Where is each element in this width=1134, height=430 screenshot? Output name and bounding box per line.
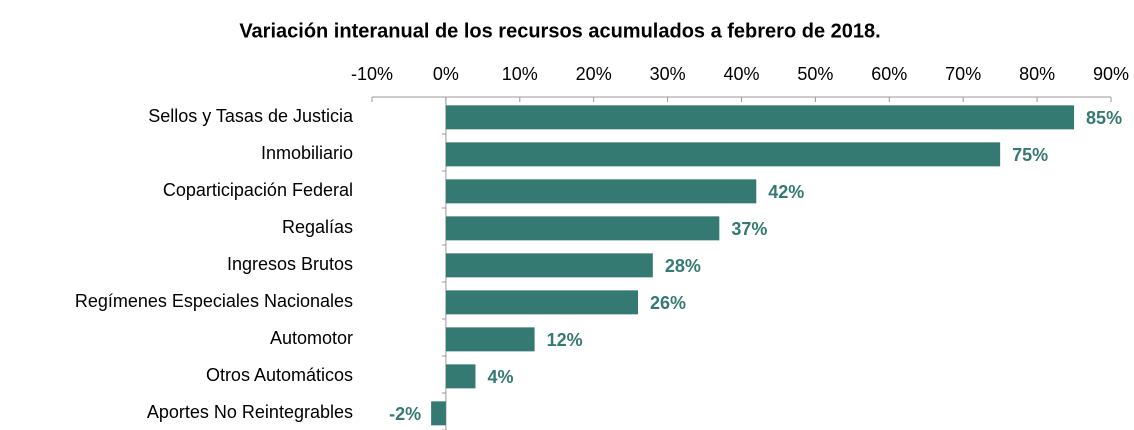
value-label: -2%	[389, 404, 421, 424]
x-tick-label: 0%	[433, 64, 459, 84]
x-tick-label: 40%	[723, 64, 759, 84]
bar	[445, 290, 639, 315]
category-label: Coparticipación Federal	[163, 180, 353, 200]
x-tick-label: 70%	[945, 64, 981, 84]
category-label: Otros Automáticos	[206, 365, 353, 385]
bar	[445, 105, 1075, 130]
x-tick-label: 50%	[797, 64, 833, 84]
category-label: Aportes No Reintegrables	[147, 402, 353, 422]
value-label: 85%	[1086, 108, 1122, 128]
value-label: 4%	[487, 367, 513, 387]
bar	[445, 142, 1001, 167]
bar	[445, 179, 757, 204]
category-label: Ingresos Brutos	[227, 254, 353, 274]
x-tick-label: 80%	[1019, 64, 1055, 84]
value-label: 42%	[768, 182, 804, 202]
value-label: 26%	[650, 293, 686, 313]
bar	[445, 253, 653, 278]
category-label: Sellos y Tasas de Justicia	[148, 106, 354, 126]
x-tick-label: 60%	[871, 64, 907, 84]
x-tick-label: 20%	[576, 64, 612, 84]
value-label: 12%	[547, 330, 583, 350]
bar	[431, 401, 446, 426]
category-label: Inmobiliario	[261, 143, 353, 163]
value-label: 28%	[665, 256, 701, 276]
category-label: Regalías	[282, 217, 353, 237]
value-label: 75%	[1012, 145, 1048, 165]
x-tick-label: 90%	[1093, 64, 1129, 84]
bar	[445, 216, 720, 241]
x-tick-label: 30%	[650, 64, 686, 84]
x-tick-label: 10%	[502, 64, 538, 84]
chart-title: Variación interanual de los recursos acu…	[239, 20, 880, 42]
bar	[445, 327, 535, 352]
bar	[445, 364, 476, 389]
x-tick-label: -10%	[351, 64, 393, 84]
category-label: Regímenes Especiales Nacionales	[75, 291, 353, 311]
value-label: 37%	[731, 219, 767, 239]
category-label: Automotor	[270, 328, 353, 348]
